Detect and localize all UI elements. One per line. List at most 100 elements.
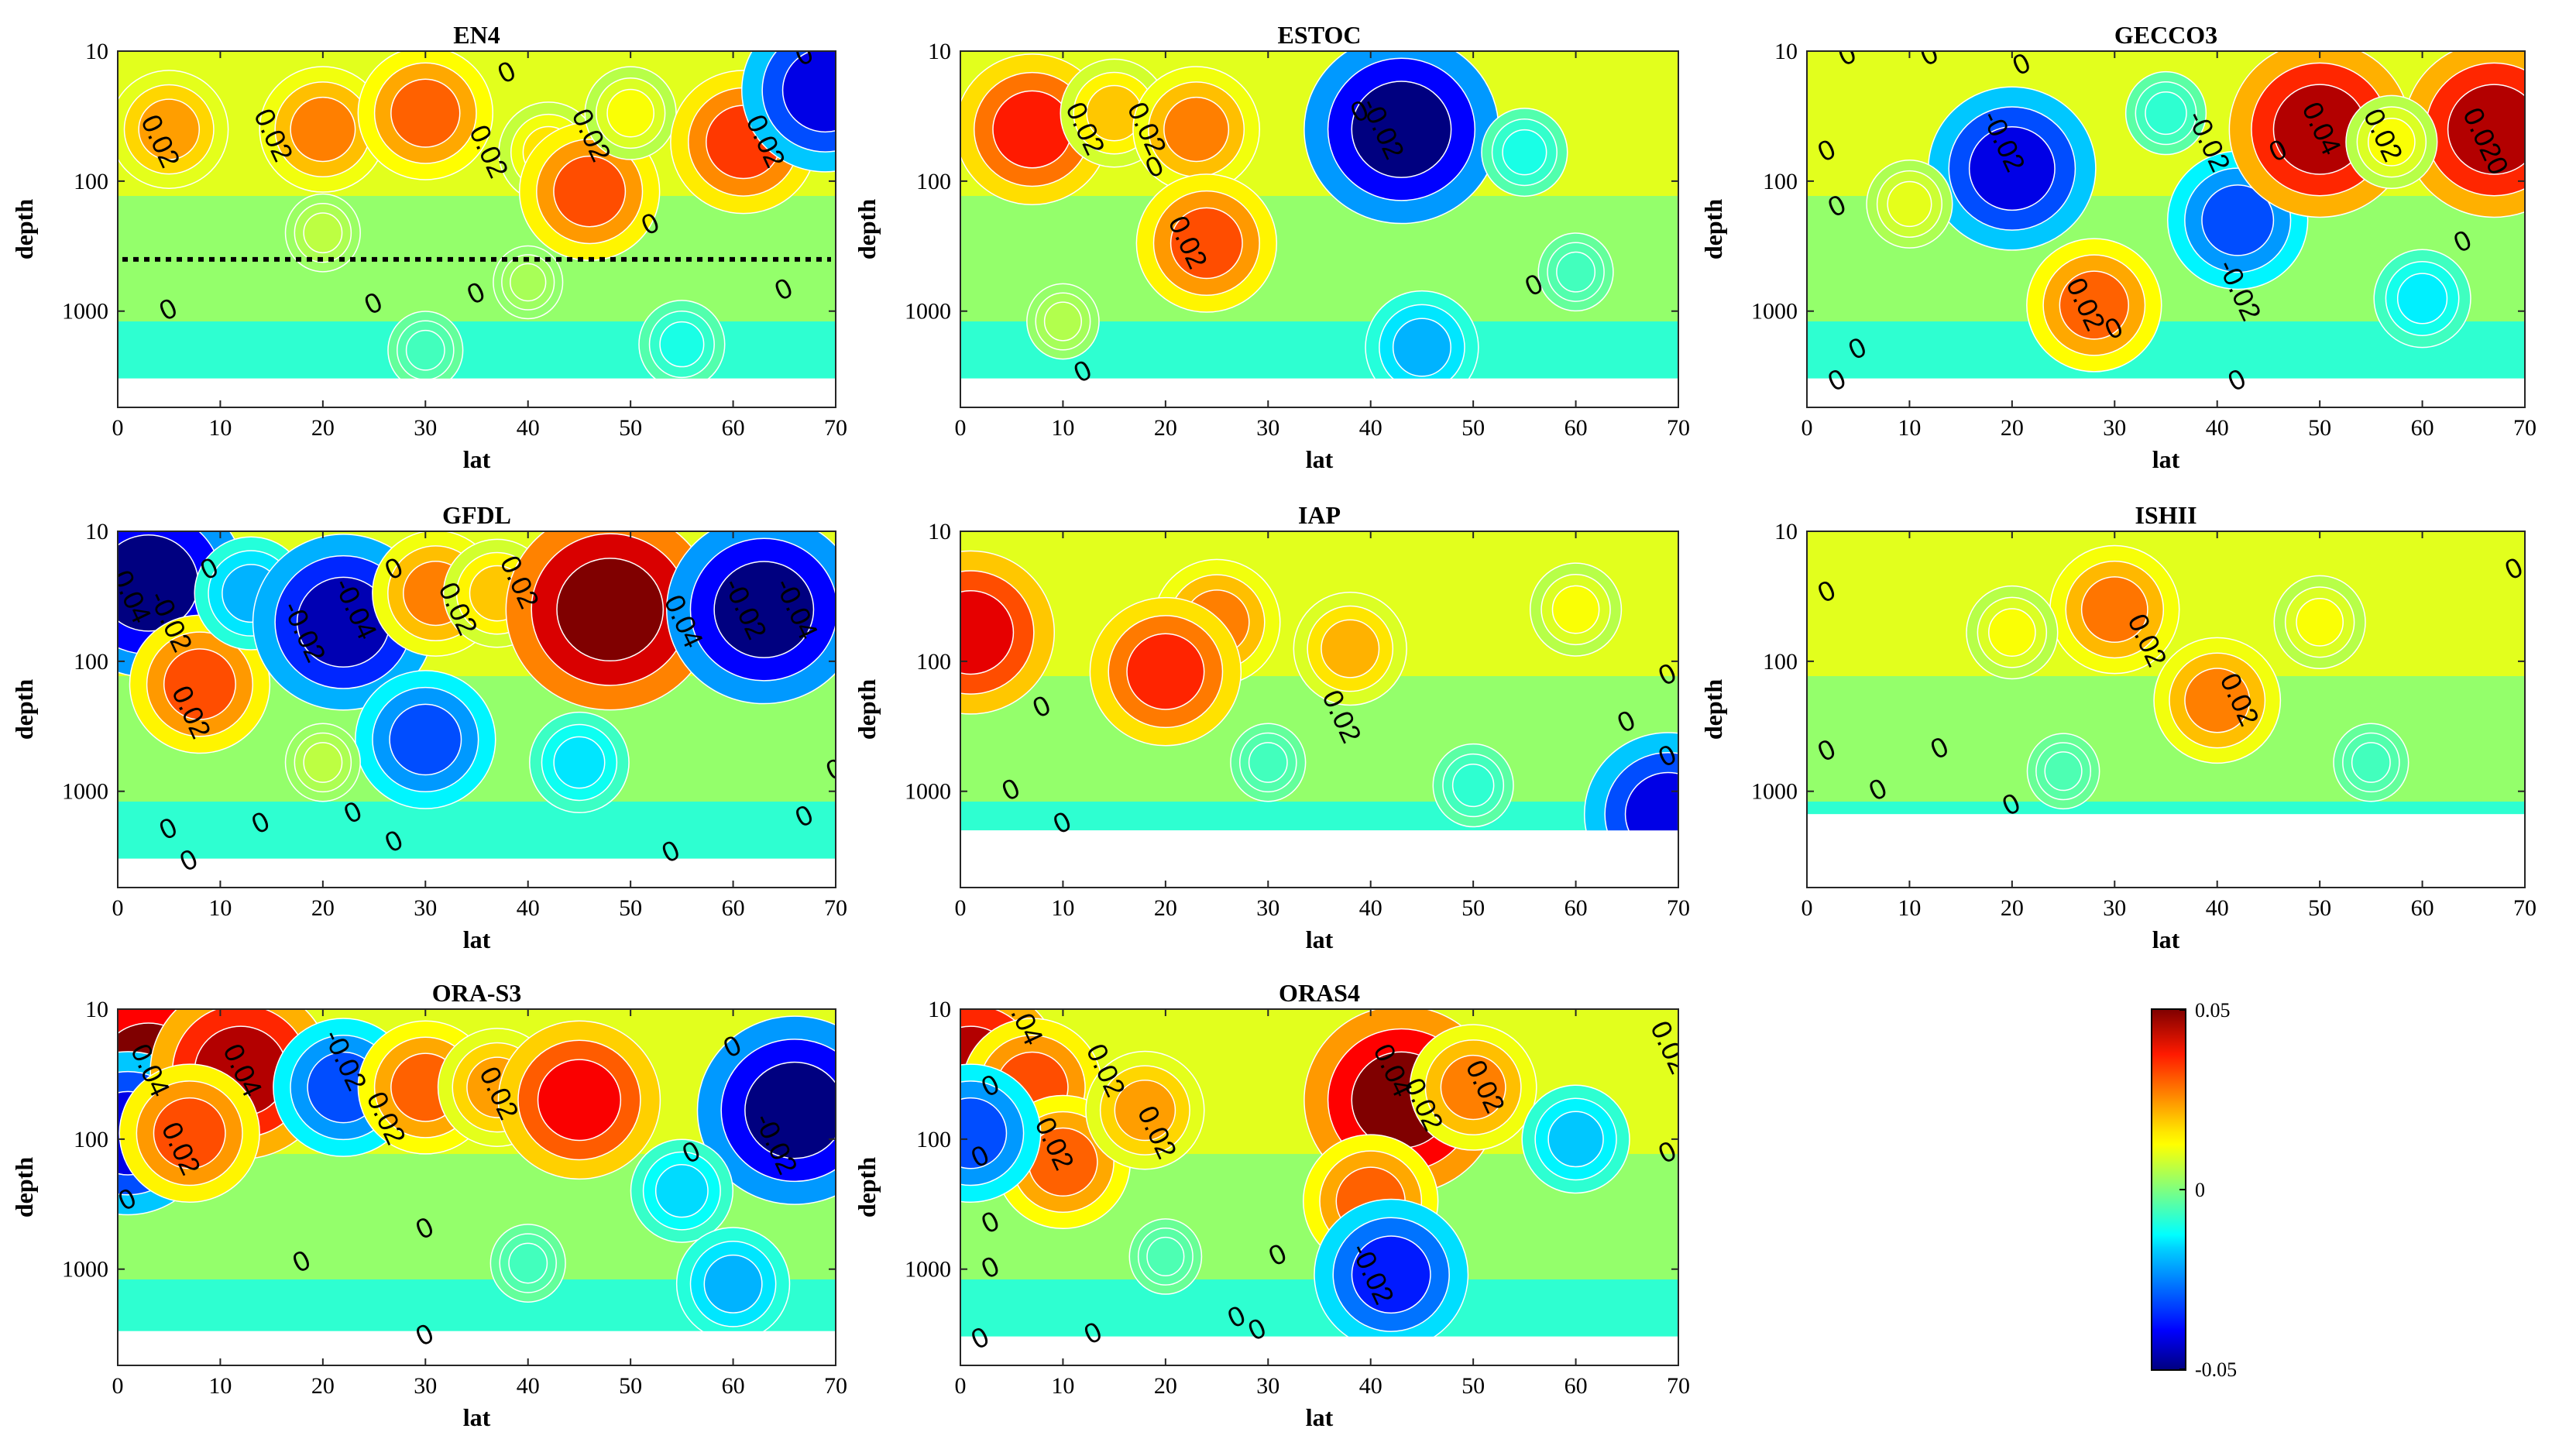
x-tick-label: 30 [1256,1373,1279,1399]
x-tick-label: 70 [2513,415,2537,441]
contour-blob-2-2 [960,590,1015,675]
y-tick-label: 100 [916,1127,951,1152]
x-tick-label: 60 [2411,895,2434,921]
no-data-mask [1807,814,2525,888]
y-tick-label: 100 [74,1127,108,1152]
panel-title: ORA-S3 [432,979,522,1007]
x-tick-label: 30 [1256,895,1279,921]
x-tick-label: 30 [414,895,437,921]
contour-blob-10-2 [703,1254,763,1313]
colorbar: 0.05 0 -0.05 [2151,999,2237,1381]
y-axis-label: depth [10,679,38,740]
contour-blob-4-2 [2044,751,2083,792]
contour-blob-10-2 [303,742,343,783]
colorbar-label-min: -0.05 [2195,1358,2237,1381]
y-tick-label: 100 [74,649,108,675]
contour-blob-2-2 [390,78,461,148]
y-tick-label: 10 [1774,39,1798,64]
x-tick-label: 50 [2308,415,2331,441]
y-tick-label: 1000 [905,1257,951,1283]
no-data-mask [960,378,1678,407]
x-tick-label: 50 [1461,895,1485,921]
contour-blob-6-2 [1440,1054,1506,1121]
contour-blob-5-2 [2059,270,2129,340]
x-tick-label: 70 [824,895,847,921]
y-axis-label: depth [10,1157,38,1217]
axes-frame [960,531,1679,888]
axes-frame [1806,531,2526,888]
no-data-mask [118,378,836,407]
x-tick-label: 20 [1154,895,1177,921]
x-tick-label: 70 [824,1373,847,1399]
x-tick-label: 40 [1359,1373,1382,1399]
axes-frame [960,1008,1679,1366]
y-axis-label: depth [1699,679,1727,740]
x-tick-label: 30 [2103,895,2126,921]
x-tick-label: 30 [414,415,437,441]
y-tick-label: 1000 [1751,299,1798,325]
contour-blob-7-2 [2396,273,2448,325]
x-tick-label: 10 [1051,1373,1074,1399]
x-tick-label: 40 [1359,415,1382,441]
y-axis-label: depth [853,679,881,740]
y-tick-label: 1000 [1751,779,1798,805]
x-tick-label: 60 [2411,415,2434,441]
x-tick-label: 0 [1802,415,1813,441]
y-tick-label: 1000 [905,299,951,325]
x-tick-label: 60 [1565,1373,1588,1399]
y-tick-label: 10 [85,519,108,544]
field-base-deep [1807,802,2525,815]
x-axis-label: lat [463,1403,491,1431]
y-tick-label: 100 [1763,649,1798,675]
no-data-mask [960,830,1678,888]
x-axis-label: lat [2152,445,2180,473]
contour-blob-8-2 [389,703,462,776]
axes-frame [117,1008,836,1366]
contour-blob-0-2 [1968,126,2056,211]
contour-blob-5-2 [1248,742,1288,783]
y-tick-label: 10 [928,519,951,544]
x-tick-label: 70 [2513,895,2537,921]
x-axis-label: lat [1306,925,1334,953]
x-axis-label: lat [2152,925,2180,953]
x-tick-label: 50 [2308,895,2331,921]
panel-title: IAP [1298,501,1341,529]
no-data-mask [1807,378,2525,407]
contour-blob-7-2 [1043,301,1082,342]
contour-blob-11-2 [508,1242,548,1284]
x-tick-label: 10 [208,1373,232,1399]
panel-title: EN4 [453,21,500,49]
field-base-deep [960,802,1678,831]
x-tick-label: 30 [1256,415,1279,441]
y-tick-label: 10 [928,997,951,1022]
contour-blob-6-2 [1392,318,1451,377]
contour-blob-7-2 [713,561,815,658]
x-tick-label: 20 [311,1373,335,1399]
contour-blob-9-2 [654,1163,709,1218]
contour-blob-8-2 [2145,91,2187,136]
y-tick-label: 1000 [62,1257,108,1283]
x-tick-label: 10 [1051,895,1074,921]
x-tick-label: 0 [955,895,967,921]
x-tick-label: 0 [112,1373,124,1399]
x-axis-label: lat [1306,445,1334,473]
x-tick-label: 0 [112,415,124,441]
contour-blob-0-2 [992,90,1073,169]
contour-blob-4-2 [2368,117,2416,167]
x-tick-label: 20 [311,415,335,441]
y-tick-label: 10 [85,997,108,1022]
contour-blob-1-2 [2201,184,2275,256]
panel-title: ORAS4 [1279,979,1360,1007]
contour-blob-4-2 [1351,81,1452,178]
contour-blob-3-2 [153,1097,226,1169]
contour-blob-8-2 [303,212,343,254]
x-tick-label: 60 [722,415,745,441]
x-tick-label: 0 [955,415,967,441]
x-tick-label: 0 [955,1373,967,1399]
contour-blob-9-2 [510,263,547,302]
